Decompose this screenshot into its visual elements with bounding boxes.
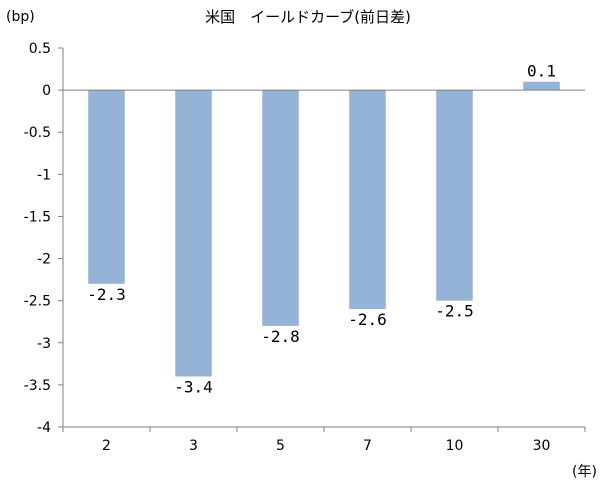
y-tick-label: 0 (42, 83, 51, 99)
data-label-10: -2.5 (435, 302, 474, 321)
y-axis: 0.5 0 -0.5 -1 -1.5 -2 -2.5 -3 -3.5 -4 (24, 41, 64, 436)
y-tick-label: -2.5 (24, 294, 51, 310)
chart-title: 米国 イールドカーブ(前日差) (205, 8, 411, 26)
y-tick-label: -3.5 (24, 378, 51, 394)
y-tick-label: -1.5 (24, 209, 51, 225)
bars (88, 81, 560, 377)
bar-10 (436, 90, 473, 301)
y-tick-label: -2 (37, 252, 51, 268)
data-label-30: 0.1 (527, 62, 556, 81)
x-tick-label: 10 (446, 438, 464, 454)
bar-5 (262, 90, 299, 326)
data-labels: -2.3 -3.4 -2.8 -2.6 -2.5 0.1 (87, 62, 556, 397)
x-tick-label: 30 (533, 438, 551, 454)
x-tick-label: 3 (189, 438, 198, 454)
y-tick-label: -3 (37, 336, 51, 352)
y-tick-label: -1 (37, 167, 51, 183)
y-axis-label: (bp) (6, 9, 35, 25)
data-label-5: -2.8 (261, 327, 300, 346)
bar-30 (523, 81, 560, 91)
y-tick-label: -4 (37, 420, 51, 436)
bar-2 (88, 90, 125, 284)
x-axis: 2 3 5 7 10 30 (62, 89, 586, 454)
bar-3 (175, 90, 212, 377)
data-label-7: -2.6 (348, 310, 387, 329)
y-tick-label: -0.5 (24, 125, 51, 141)
bar-7 (349, 90, 386, 310)
y-tick-label: 0.5 (29, 41, 51, 57)
x-tick-label: 2 (102, 438, 111, 454)
x-tick-label: 5 (276, 438, 285, 454)
data-label-3: -3.4 (174, 377, 213, 396)
x-tick-label: 7 (363, 438, 372, 454)
x-axis-label: (年) (572, 464, 597, 480)
data-label-2: -2.3 (87, 285, 126, 304)
